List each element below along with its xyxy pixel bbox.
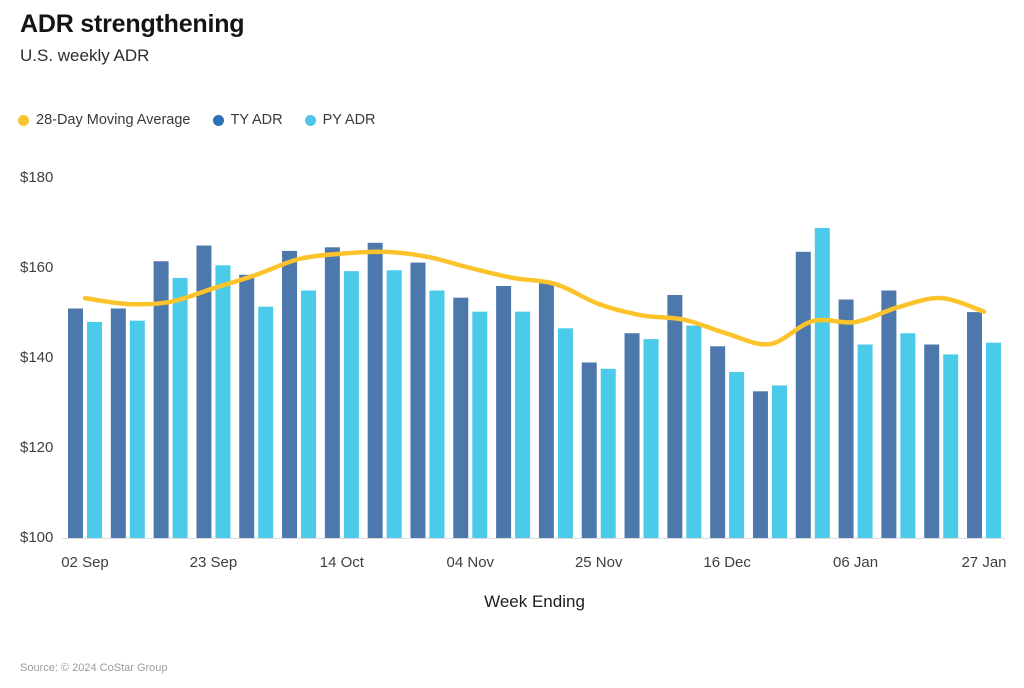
bar-ty-adr-14-oct bbox=[324, 247, 340, 539]
bar-ty-adr-06-jan bbox=[838, 299, 854, 538]
bar-ty-adr-28-oct bbox=[410, 262, 426, 538]
bar-py-adr-23-sep bbox=[215, 265, 231, 538]
y-tick-label-120: $120 bbox=[20, 439, 54, 456]
x-axis-title: Week Ending bbox=[484, 592, 585, 611]
bar-py-adr-20-jan bbox=[943, 354, 959, 538]
bar-ty-adr-21-oct bbox=[367, 242, 383, 539]
y-tick-label-140: $140 bbox=[20, 349, 54, 366]
legend-item-label: TY ADR bbox=[230, 112, 283, 128]
bar-py-adr-14-oct bbox=[343, 271, 359, 538]
y-tick-label-180: $180 bbox=[20, 169, 54, 186]
moving-average-line bbox=[82, 249, 987, 347]
bar-py-adr-16-dec bbox=[729, 371, 745, 538]
x-tick-label-16-dec: 16 Dec bbox=[703, 554, 751, 571]
page-subtitle: U.S. weekly ADR bbox=[20, 46, 150, 65]
x-tick-label-27-jan: 27 Jan bbox=[961, 554, 1007, 571]
x-tick-label-25-nov: 25 Nov bbox=[574, 554, 623, 571]
legend-item-label: 28-Day Moving Average bbox=[36, 112, 191, 128]
bar-ty-adr-11-nov bbox=[496, 286, 512, 538]
bar-py-adr-13-jan bbox=[900, 333, 916, 538]
legend-item-ty-adr: TY ADR bbox=[212, 112, 283, 128]
bar-ty-adr-23-dec bbox=[752, 391, 768, 538]
x-tick-label-06-jan: 06 Jan bbox=[833, 554, 879, 571]
bar-ty-adr-16-dec bbox=[710, 346, 726, 538]
bar-py-adr-18-nov bbox=[557, 328, 573, 538]
bar-ty-adr-09-sep bbox=[110, 308, 126, 538]
chart-canvas bbox=[62, 227, 1005, 539]
y-tick-label-100: $100 bbox=[20, 529, 54, 546]
bar-ty-adr-25-nov bbox=[581, 362, 597, 538]
legend-item-28-day-moving-average: 28-Day Moving Average bbox=[18, 112, 191, 128]
bar-ty-adr-13-jan bbox=[881, 290, 897, 538]
bar-py-adr-02-sep bbox=[87, 322, 102, 538]
legend-dot-ty-adr bbox=[212, 114, 224, 126]
y-tick-label-160: $160 bbox=[20, 259, 54, 276]
source-note: Source: © 2024 CoStar Group bbox=[20, 662, 168, 674]
bar-py-adr-23-dec bbox=[771, 385, 787, 538]
bar-ty-adr-09-dec bbox=[667, 295, 683, 538]
x-tick-label-02-sep: 02 Sep bbox=[61, 554, 109, 571]
bar-ty-adr-23-sep bbox=[196, 245, 212, 538]
bar-ty-adr-16-sep bbox=[153, 261, 169, 538]
bar-py-adr-16-sep bbox=[172, 277, 188, 538]
bar-py-adr-11-nov bbox=[515, 311, 531, 538]
bar-ty-adr-02-sep bbox=[68, 308, 83, 538]
bar-ty-adr-18-nov bbox=[538, 283, 554, 538]
bar-py-adr-09-sep bbox=[129, 320, 145, 538]
x-tick-label-14-oct: 14 Oct bbox=[319, 554, 364, 571]
legend: 28-Day Moving Average TY ADR PY ADR bbox=[18, 112, 376, 128]
bar-py-adr-02-dec bbox=[643, 339, 659, 538]
bar-py-adr-04-nov bbox=[472, 311, 488, 538]
bar-ty-adr-02-dec bbox=[624, 333, 640, 538]
bar-py-adr-30-sep bbox=[258, 306, 274, 538]
bar-ty-adr-30-sep bbox=[239, 274, 255, 538]
bar-py-adr-30-dec bbox=[814, 227, 830, 538]
bar-ty-adr-20-jan bbox=[924, 344, 940, 538]
bar-ty-adr-07-oct bbox=[282, 250, 298, 538]
bar-ty-adr-30-dec bbox=[795, 251, 811, 539]
bar-py-adr-25-nov bbox=[600, 368, 616, 538]
x-tick-label-23-sep: 23 Sep bbox=[189, 554, 238, 571]
legend-dot-moving-average bbox=[18, 114, 29, 126]
bar-py-adr-28-oct bbox=[429, 290, 445, 538]
bar-py-adr-21-oct bbox=[386, 270, 402, 538]
legend-item-label: PY ADR bbox=[322, 112, 376, 128]
bar-ty-adr-27-jan bbox=[967, 312, 983, 538]
bar-py-adr-09-dec bbox=[686, 325, 702, 538]
legend-dot-py-adr bbox=[304, 114, 316, 126]
bar-py-adr-07-oct bbox=[301, 290, 317, 538]
bar-ty-adr-04-nov bbox=[453, 297, 469, 538]
page-title: ADR strengthening bbox=[20, 10, 245, 38]
bar-py-adr-06-jan bbox=[857, 344, 873, 538]
legend-item-py-adr: PY ADR bbox=[304, 112, 376, 128]
bar-py-adr-27-jan bbox=[986, 342, 1002, 538]
x-tick-label-04-nov: 04 Nov bbox=[446, 554, 495, 571]
